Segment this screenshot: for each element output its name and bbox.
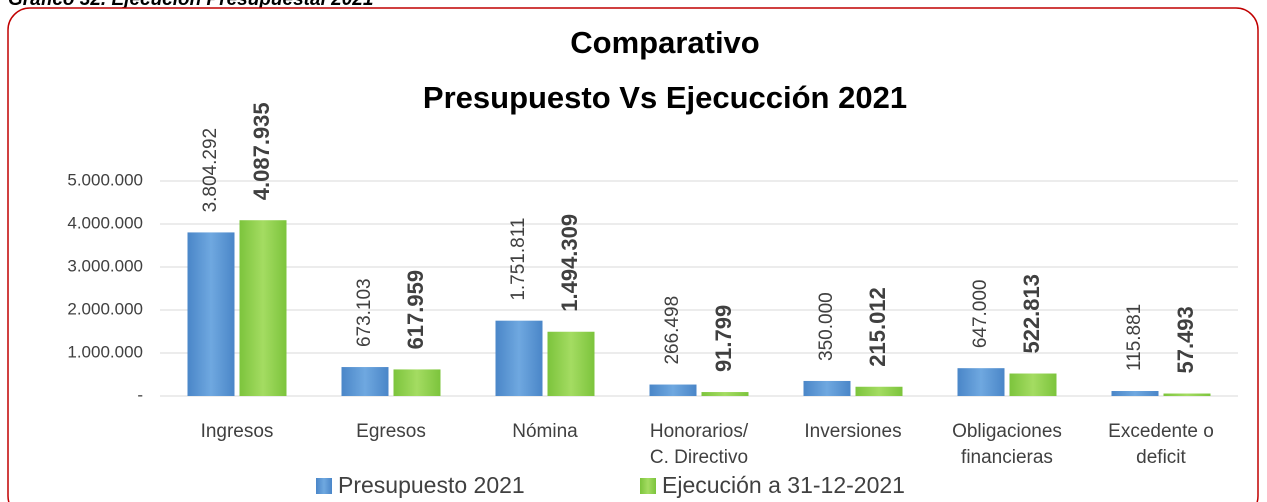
bar: [803, 380, 851, 396]
legend-label: Presupuesto 2021: [338, 472, 525, 498]
value-label: 522.813: [1019, 274, 1044, 354]
value-label: 57.493: [1173, 306, 1198, 373]
caption: Gráfico 32. Ejecución Presupuestal 2021: [8, 0, 373, 10]
y-tick-label: 4.000.000: [67, 213, 143, 232]
legend-label: Ejecución a 31-12-2021: [662, 472, 905, 498]
value-label: 1.751.811: [508, 218, 529, 301]
bar: [957, 368, 1005, 396]
x-tick-label: Nómina: [512, 421, 578, 442]
value-label: 266.498: [662, 296, 683, 365]
bar: [187, 232, 235, 396]
y-tick-label: 2.000.000: [67, 299, 143, 318]
chart-frame: [7, 7, 1259, 502]
y-tick-label: 3.000.000: [67, 256, 143, 275]
x-tick-label: Egresos: [356, 421, 426, 442]
value-label: 617.959: [403, 270, 428, 350]
bar: [1111, 391, 1159, 396]
value-label: 647.000: [970, 279, 991, 348]
legend-swatch: [640, 478, 656, 494]
bar: [239, 220, 287, 396]
x-tick-label: Honorarios/C. Directivo: [650, 421, 749, 468]
x-tick-label: Ingresos: [201, 421, 274, 442]
y-tick-label: 5.000.000: [67, 170, 143, 189]
bar: [855, 386, 903, 396]
x-tick-label: Inversiones: [804, 421, 901, 442]
legend-swatch: [316, 478, 332, 494]
y-tick-label: 1.000.000: [67, 342, 143, 361]
bar: [547, 331, 595, 396]
value-label: 91.799: [711, 305, 736, 372]
value-label: 350.000: [816, 292, 837, 361]
bar: [1163, 393, 1211, 396]
y-tick-label: -: [137, 385, 143, 404]
bar: [701, 392, 749, 396]
x-tick-label: Obligaciones financieras: [952, 421, 1062, 468]
x-tick-label: Excedente o deficit: [1108, 421, 1214, 468]
bar: [495, 320, 543, 396]
value-label: 215.012: [865, 287, 890, 367]
bar: [1009, 373, 1057, 396]
bar: [649, 384, 697, 396]
value-label: 115.881: [1124, 304, 1145, 371]
bar: [341, 367, 389, 396]
bar: [393, 369, 441, 396]
value-label: 673.103: [354, 278, 375, 347]
chart-title: Presupuesto Vs Ejecucción 2021: [423, 80, 907, 115]
value-label: 1.494.309: [557, 214, 582, 312]
value-label: 3.804.292: [200, 128, 221, 213]
chart-title: Comparativo: [570, 25, 759, 60]
value-label: 4.087.935: [249, 102, 274, 200]
